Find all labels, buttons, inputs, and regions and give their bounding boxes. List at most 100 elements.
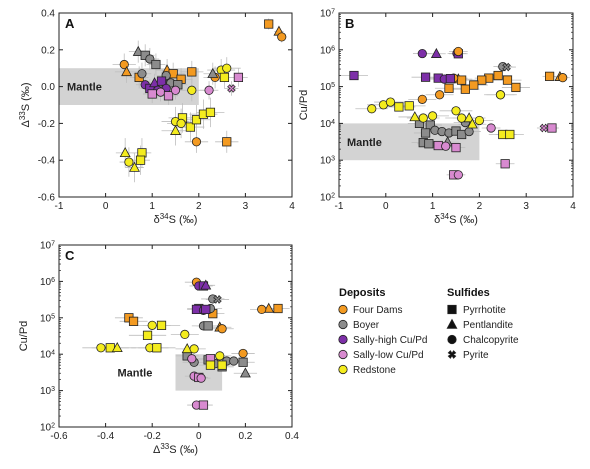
mantle-label: Mantle — [67, 82, 102, 94]
legend-label-circle: Chalcopyrite — [463, 335, 519, 346]
data-point — [420, 128, 431, 138]
legend-swatch-sally_high — [338, 334, 348, 345]
data-point — [430, 47, 442, 58]
data-point — [129, 161, 140, 172]
y-axis-label: Cu/Pd — [18, 321, 30, 352]
data-point — [493, 70, 503, 81]
y-tick-label: 0.4 — [41, 9, 55, 20]
data-point — [124, 157, 134, 167]
data-point — [367, 104, 377, 114]
panel-a: Mantle -1 0 1 2 3 4 -0.6 -0.4 -0.2 0.0 0.2 0.4 δ34S (… — [18, 9, 296, 227]
data-point — [418, 113, 428, 123]
data-point — [547, 123, 557, 133]
data-point — [257, 304, 267, 315]
legend: Deposits Four Dams Boyer Sally-high Cu/Pd Sa… — [338, 287, 519, 376]
x-tick-label: 2 — [477, 201, 483, 212]
x-tick-label: 3 — [243, 201, 249, 212]
y-tick-label: 103 — [40, 386, 55, 398]
data-point — [451, 142, 461, 153]
x-axis-label: δ34S (‰) — [154, 212, 198, 227]
data-point — [453, 46, 463, 57]
data-point — [469, 80, 479, 90]
y-tick-label: 103 — [320, 155, 335, 167]
data-point — [151, 59, 161, 70]
panel-c: Mantle -0.6 -0.4 -0.2 0 0.2 0.4 102 103 104 105 106… — [18, 240, 299, 456]
data-point — [441, 141, 451, 151]
data-point — [205, 360, 216, 370]
data-point — [176, 118, 186, 129]
data-point — [545, 71, 555, 81]
y-tick-label: 107 — [40, 240, 55, 252]
data-point — [207, 67, 219, 78]
data-point — [215, 351, 225, 361]
legend-deposits-title: Deposits — [339, 287, 385, 299]
data-point — [424, 139, 434, 149]
x-tick-label: 0 — [103, 201, 109, 212]
panel-letter: C — [65, 248, 75, 263]
x-axis-label: Δ33S (‰) — [153, 442, 198, 457]
data-point — [155, 87, 166, 97]
data-point — [238, 357, 248, 367]
x-tick-label: -1 — [335, 201, 344, 212]
data-point — [349, 70, 359, 81]
data-point — [135, 155, 146, 165]
legend-shape-square — [447, 304, 457, 315]
legend-label-square: Pyrrhotite — [463, 305, 506, 316]
x-tick-label: 0 — [383, 201, 389, 212]
data-point — [500, 159, 510, 169]
y-tick-label: -0.4 — [38, 156, 56, 167]
legend-swatch-redstone — [338, 364, 348, 375]
data-point — [409, 111, 421, 122]
legend-shape-circle — [447, 334, 457, 345]
data-point — [417, 48, 427, 59]
legend-swatch-four_dams — [338, 304, 348, 315]
data-point — [198, 400, 209, 410]
data-point — [181, 343, 193, 354]
data-point — [427, 111, 438, 121]
data-point — [495, 90, 506, 100]
data-point — [170, 124, 181, 135]
data-point — [96, 343, 106, 353]
data-point — [435, 90, 445, 100]
data-point — [213, 295, 222, 304]
legend-label-four_dams: Four Dams — [353, 305, 402, 316]
data-point — [219, 72, 230, 82]
data-point — [404, 101, 414, 111]
data-point — [163, 91, 174, 101]
data-point — [189, 344, 199, 354]
data-point — [502, 62, 511, 72]
panel-b: Mantle -1 0 1 2 3 4 102 103 104 105 106 107 δ34S (‰) C… — [298, 8, 576, 226]
y-tick-label: 102 — [40, 422, 55, 434]
x-tick-label: 4 — [570, 201, 576, 212]
y-tick-label: 102 — [320, 192, 335, 204]
data-point — [119, 147, 131, 158]
x-tick-label: -0.4 — [97, 431, 115, 442]
y-tick-label: 105 — [40, 313, 55, 325]
data-point — [464, 126, 474, 137]
data-point — [425, 120, 435, 130]
data-point — [466, 118, 478, 129]
data-point — [191, 115, 202, 125]
mantle-label: Mantle — [347, 137, 382, 149]
data-point — [451, 106, 461, 116]
plot-frame — [338, 12, 574, 198]
x-tick-label: -1 — [55, 201, 64, 212]
data-point — [277, 32, 287, 42]
data-point — [486, 123, 496, 133]
data-point — [187, 67, 197, 77]
data-point — [385, 97, 396, 107]
data-point — [187, 85, 197, 95]
y-tick-label: -0.2 — [38, 119, 56, 130]
legend-label-sally_high: Sally-high Cu/Pd — [353, 335, 427, 346]
panel-letter: A — [65, 16, 75, 31]
y-tick-label: 104 — [320, 118, 335, 129]
x-tick-label: -0.6 — [50, 431, 68, 442]
data-point — [217, 360, 227, 370]
data-point — [474, 115, 484, 126]
y-tick-label: 107 — [320, 8, 335, 20]
data-point — [502, 75, 513, 85]
legend-shape-cross — [447, 350, 457, 359]
data-point — [191, 137, 202, 147]
x-tick-label: 2 — [196, 201, 202, 212]
